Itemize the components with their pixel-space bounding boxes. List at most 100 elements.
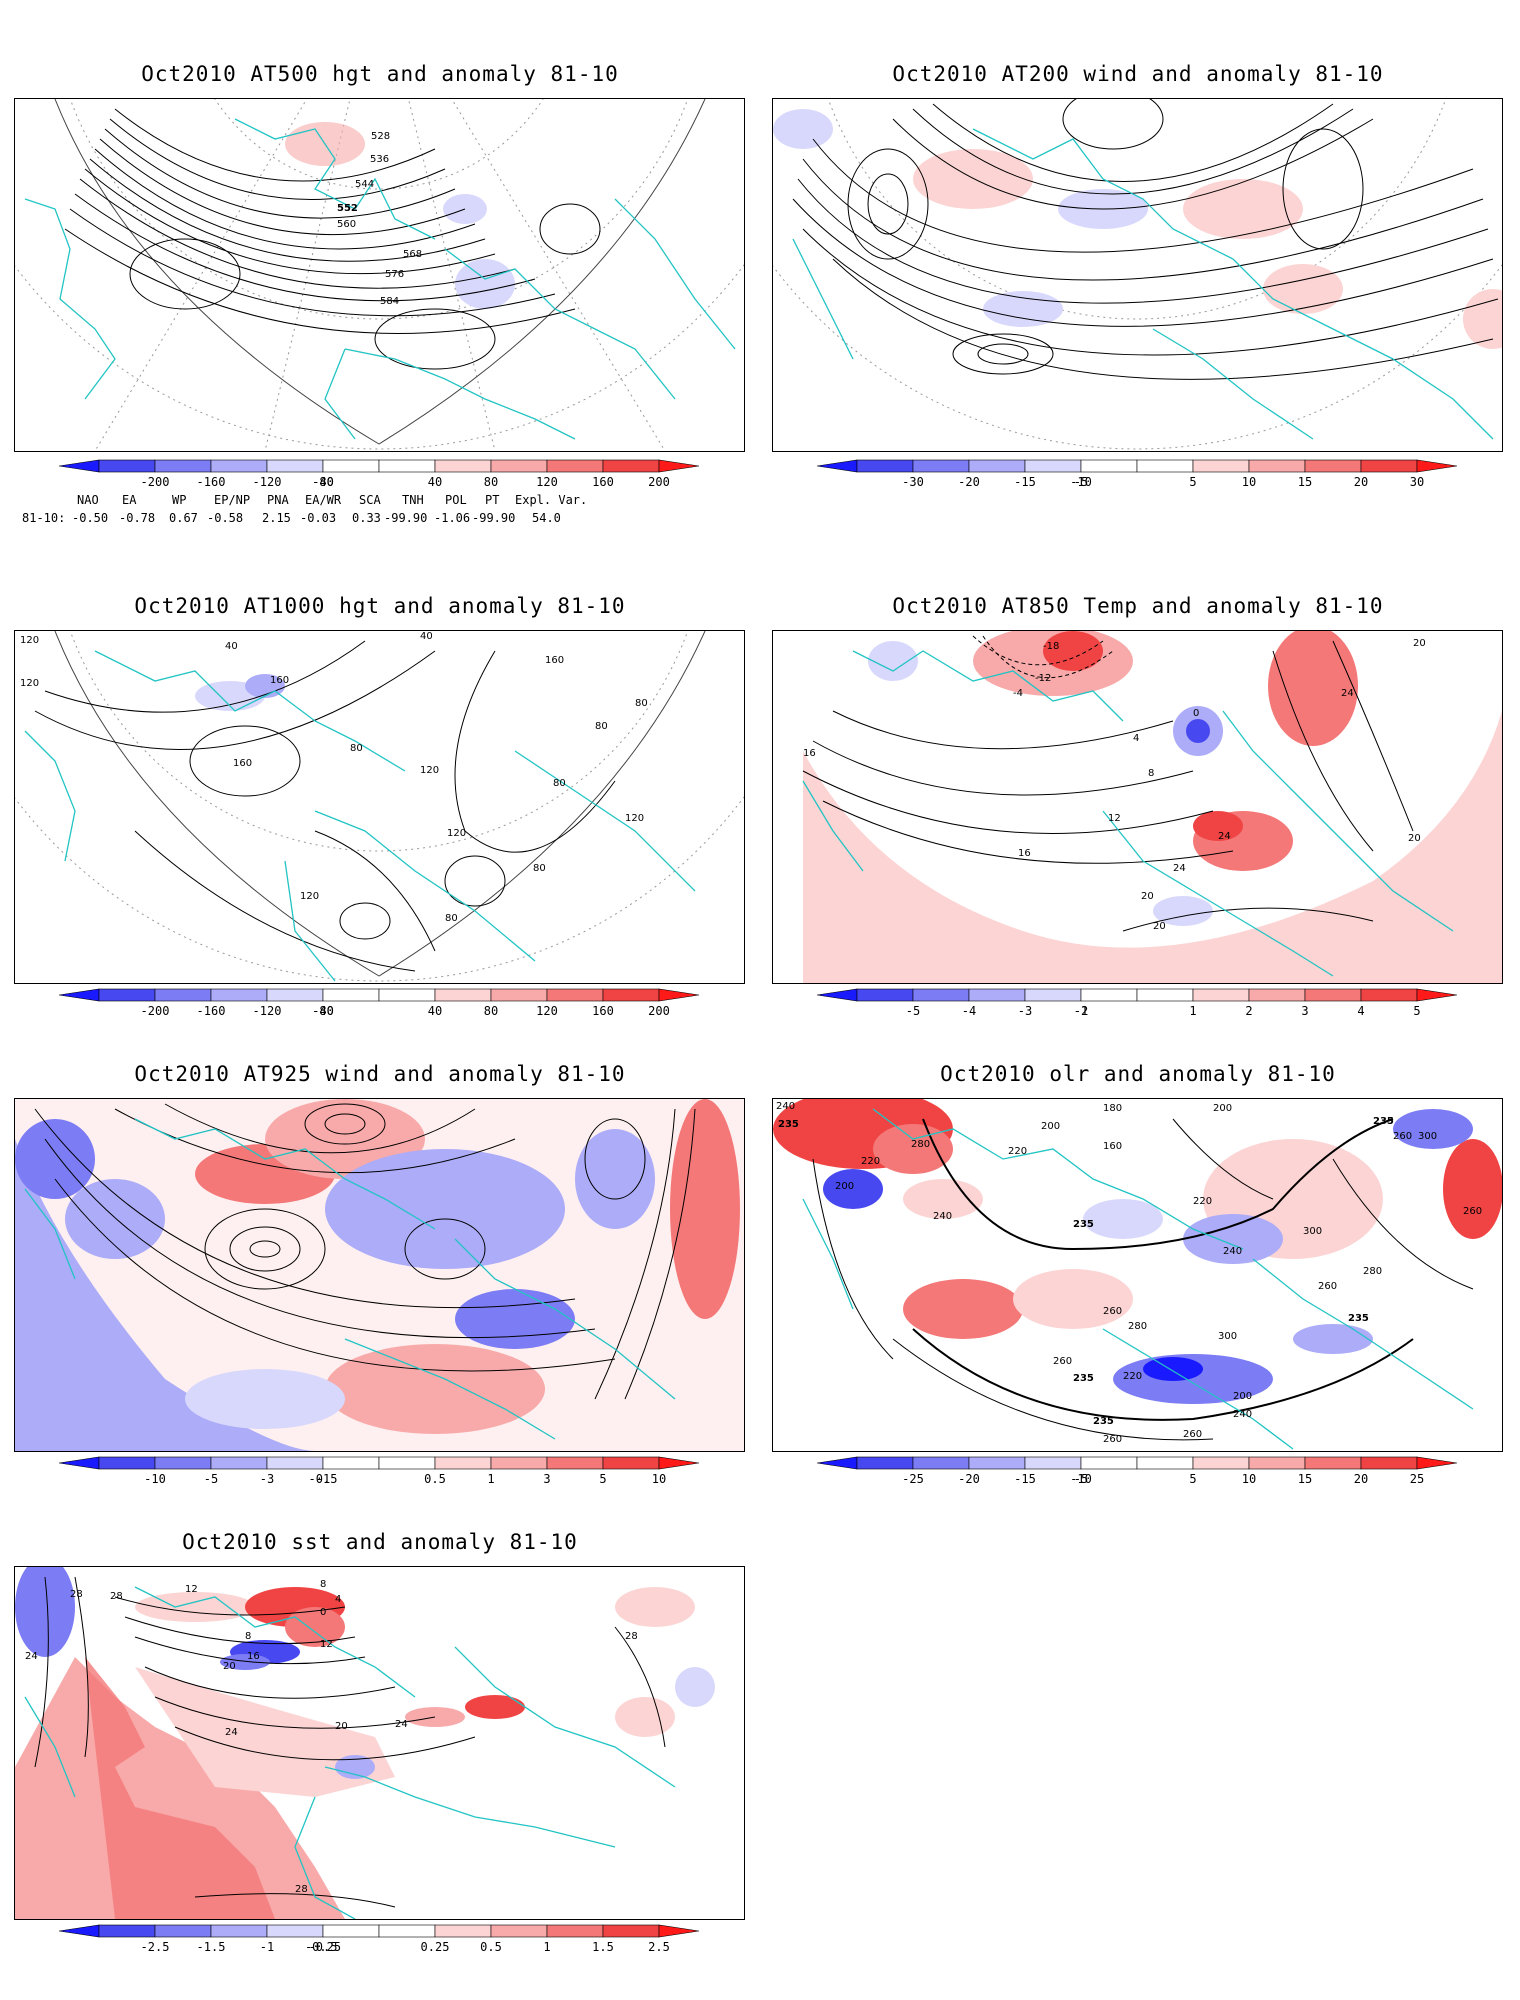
index-value: 54.0 [532, 511, 561, 525]
contour-label: 8 [1148, 768, 1154, 779]
colorbar-segment [378, 988, 436, 1002]
colorbar-segment [1136, 459, 1194, 473]
map-temp850: -18 -12 -4 0 4 8 12 16 16 20 24 24 20 24… [772, 630, 1503, 984]
contour-label: 80 [533, 863, 546, 874]
contour-label: 4 [335, 1594, 341, 1605]
colorbar-tick-label: 30 [1410, 475, 1424, 489]
colorbar-segment [210, 459, 268, 473]
contour-label: 584 [380, 296, 399, 307]
contour-label: 120 [20, 678, 39, 689]
index-value: 2.15 [262, 511, 291, 525]
colorbar-tick-label: 4 [1357, 1004, 1364, 1018]
contour-label: 220 [861, 1156, 880, 1167]
colorbar-tick-label: -2.5 [141, 1940, 170, 1954]
colorbar-segment [378, 1456, 436, 1470]
colorbar-tick-label: 15 [1298, 475, 1312, 489]
contour-label: 8 [320, 1579, 326, 1590]
contour-label: 235 [778, 1119, 799, 1130]
colorbar-tick-label: -10 [1070, 1472, 1092, 1486]
colorbar-segment [1136, 1456, 1194, 1470]
colorbar-segment [434, 988, 492, 1002]
map-wind925 [14, 1098, 745, 1452]
contour-label: 80 [595, 721, 608, 732]
colorbar-segment [266, 988, 324, 1002]
colorbar-tick-label: 1 [487, 1472, 494, 1486]
contour-label: 200 [1213, 1103, 1232, 1114]
colorbar-segment [322, 988, 380, 1002]
colorbar-low-arrow [58, 1924, 100, 1938]
colorbar-high-arrow [658, 1924, 700, 1938]
colorbar: -200 -160 -120 -80 -40 40 80 120 160 200 [58, 988, 700, 1019]
colorbar-segment [968, 1456, 1026, 1470]
colorbar-tick-label: -120 [253, 1004, 282, 1018]
contour-label: 220 [1008, 1146, 1027, 1157]
contour-label: 20 [1153, 921, 1166, 932]
index-value: -0.50 [72, 511, 109, 525]
contour-label: 80 [553, 778, 566, 789]
contour-label: -12 [1035, 673, 1051, 684]
colorbar-low-arrow [816, 459, 858, 473]
contour-label: 4 [1133, 733, 1139, 744]
colorbar-tick-label: 80 [484, 1004, 498, 1018]
colorbar-tick-label: 200 [648, 475, 670, 489]
colorbar-segment [490, 459, 548, 473]
colorbar-tick-label: 3 [1301, 1004, 1308, 1018]
map-svg: 28 28 24 12 8 4 0 8 12 16 20 20 24 24 28… [15, 1567, 715, 1919]
colorbar-segment [912, 988, 970, 1002]
colorbar-segment [1360, 459, 1418, 473]
colorbar-tick-label: -1 [260, 1940, 274, 1954]
contour-label: 260 [1103, 1434, 1122, 1445]
colorbar: -5 -4 -3 -2 -1 1 2 3 4 5 [816, 988, 1458, 1019]
colorbar-low-arrow [58, 988, 100, 1002]
colorbar-tick-label: -160 [197, 475, 226, 489]
colorbar-low-arrow [816, 1456, 858, 1470]
colorbar-tick-label: -80 [312, 475, 334, 489]
contour-label: 180 [1103, 1103, 1122, 1114]
colorbar-tick-label: 5 [1189, 475, 1196, 489]
contour-label: 16 [247, 1651, 260, 1662]
map-wind200 [772, 98, 1503, 452]
map-hgt1000: 120 120 40 160 40 160 80 80 160 80 120 8… [14, 630, 745, 984]
colorbar-segment [434, 1456, 492, 1470]
contour-label: -4 [1013, 688, 1023, 699]
map-svg: 240 235 280 220 200 180 200 200 160 220 … [773, 1099, 1502, 1450]
colorbar-segment [1304, 988, 1362, 1002]
colorbar-tick-label: 160 [592, 1004, 614, 1018]
colorbar-svg: -30 -20 -15 -10-5 5 10 15 20 30 [816, 459, 1458, 489]
contour-label: 16 [1018, 848, 1031, 859]
colorbar-segment [378, 459, 436, 473]
colorbar-segment [856, 988, 914, 1002]
contour-label: 20 [1413, 638, 1426, 649]
contour-label: 260 [1393, 1131, 1412, 1142]
contour-label: 20 [335, 1721, 348, 1732]
contour-label: 24 [1218, 831, 1231, 842]
colorbar-tick-label: -3 [1018, 1004, 1032, 1018]
contour-label: 40 [420, 631, 433, 642]
colorbar-segment [1304, 459, 1362, 473]
colorbar-segment [968, 988, 1026, 1002]
colorbar-svg: -2.5 -1.5 -1 -0.5-0.25 0.25 0.5 1 1.5 2.5 [58, 1924, 700, 1954]
colorbar-segment [378, 1924, 436, 1938]
index-header: EA/WR [305, 493, 342, 507]
contour-label: 240 [933, 1211, 952, 1222]
colorbar-segment [1080, 1456, 1138, 1470]
colorbar-high-arrow [658, 459, 700, 473]
index-header: EP/NP [214, 493, 251, 507]
index-row-label: 81-10: [22, 511, 66, 525]
colorbar-segment [1248, 1456, 1306, 1470]
map-svg [773, 99, 1502, 450]
contour-label: 528 [371, 131, 390, 142]
colorbar-segment [1136, 988, 1194, 1002]
contour-label: 80 [635, 698, 648, 709]
contour-label: -18 [1043, 641, 1059, 652]
colorbar-tick-label: 5 [1189, 1472, 1196, 1486]
contour-label: 568 [403, 249, 422, 260]
map-hgt500: 528 536 544 552 560 568 576 584 [14, 98, 745, 452]
colorbar-tick-label: 5 [1413, 1004, 1420, 1018]
colorbar-segment [1304, 1456, 1362, 1470]
colorbar-tick-label: -0.25 [305, 1940, 341, 1954]
colorbar-high-arrow [1416, 1456, 1458, 1470]
colorbar-segment [322, 459, 380, 473]
colorbar-tick-label: -10 [144, 1472, 166, 1486]
colorbar-segment [210, 1456, 268, 1470]
